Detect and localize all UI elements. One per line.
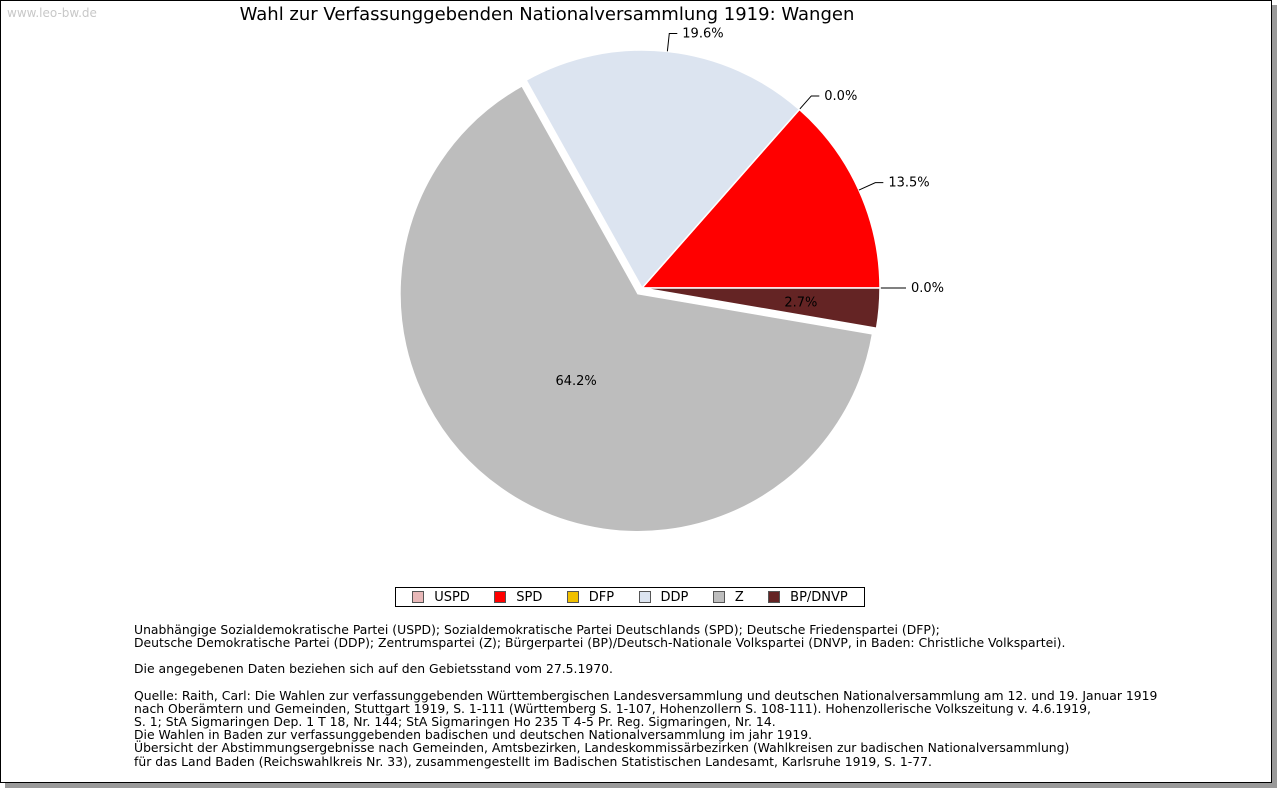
notes-source-4: Die Wahlen in Baden zur verfassunggebend… [134, 727, 813, 743]
legend-label: USPD [434, 589, 470, 605]
notes-parties-1: Unabhängige Sozialdemokratische Partei (… [134, 622, 940, 637]
slice-label-bp-dnvp: 2.7% [784, 296, 817, 311]
leader-line-dfp [799, 95, 820, 110]
notes-source-2: nach Oberämtern und Gemeinden, Stuttgart… [134, 700, 1091, 716]
chart-notes: Unabhängige Sozialdemokratische Partei (… [134, 623, 1244, 768]
legend-label: DDP [660, 589, 689, 605]
slice-label-z: 64.2% [555, 374, 596, 389]
legend-label: Z [734, 589, 744, 605]
pie-slice-z [399, 84, 874, 533]
watermark: www.leo-bw.de [7, 6, 97, 20]
legend-swatch [566, 591, 579, 603]
legend-label: SPD [516, 589, 543, 605]
notes-source-1: Quelle: Raith, Carl: Die Wahlen zur verf… [134, 687, 1158, 703]
chart-legend: USPD SPD DFP DDP Z BP/DNVP [395, 587, 865, 607]
notes-source-6: für das Land Baden (Reichswahlkreis Nr. … [134, 753, 932, 769]
notes-source-3: S. 1; StA Sigmaringen Dep. 1 T 18, Nr. 1… [134, 714, 776, 730]
pie-slice-spd [640, 108, 881, 289]
slice-label-dfp: 0.0% [824, 89, 857, 104]
legend-swatch [412, 591, 425, 603]
slice-label-ddp: 19.6% [682, 26, 723, 41]
slice-label-uspd: 0.0% [911, 281, 944, 296]
pie-chart: 0.0% 13.5% 0.0% 19.6% 64.2% 2.7% [399, 26, 944, 533]
notes-territory: Die angegebenen Daten beziehen sich auf … [134, 661, 613, 677]
legend-swatch [712, 591, 725, 603]
legend-item-z: Z [712, 589, 744, 605]
pie-slice-ddp [525, 49, 801, 290]
leader-line-spd [858, 182, 884, 191]
legend-swatch [638, 591, 651, 603]
legend-label: DFP [588, 589, 615, 605]
legend-item-dfp: DFP [566, 589, 615, 605]
legend-swatch [494, 591, 507, 603]
legend-item-spd: SPD [494, 590, 542, 605]
legend-item-bp-dnvp: BP/DNVP [768, 590, 848, 605]
legend-label: BP/DNVP [790, 589, 848, 605]
leader-line-ddp [666, 32, 678, 52]
slice-label-spd: 13.5% [888, 176, 929, 191]
legend-swatch [768, 591, 781, 603]
legend-item-ddp: DDP [638, 589, 689, 605]
pie-slice-bp-dnvp [641, 287, 881, 330]
chart-title: Wahl zur Verfassunggebenden Nationalvers… [239, 4, 855, 25]
notes-source-5: Übersicht der Abstimmungsergebnisse nach… [134, 740, 1070, 756]
legend-item-uspd: USPD [412, 590, 470, 605]
notes-parties-2: Deutsche Demokratische Partei (DDP); Zen… [134, 635, 1066, 651]
